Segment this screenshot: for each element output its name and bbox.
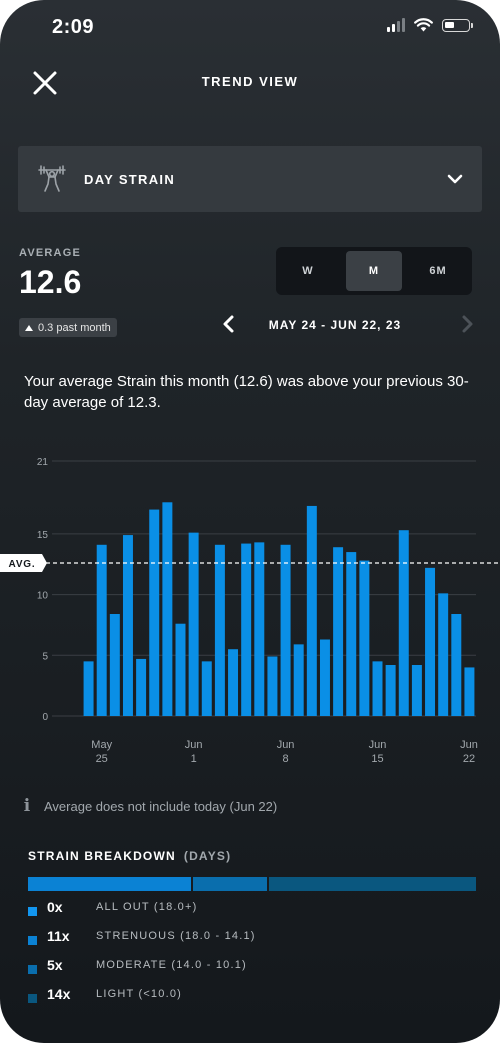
bar	[346, 552, 357, 716]
date-range: MAY 24 - JUN 22, 23	[268, 318, 402, 332]
breakdown-count: 5x	[47, 957, 63, 973]
x-tick-day: 1	[191, 753, 197, 765]
y-tick-label: 15	[37, 530, 49, 541]
breakdown-count: 11x	[47, 928, 70, 944]
average-value: 12.6	[19, 264, 82, 300]
summary-text: Your average Strain this month (12.6) wa…	[24, 373, 469, 411]
average-marker	[0, 554, 47, 572]
page-title: TREND VIEW	[201, 74, 299, 89]
bar	[451, 614, 462, 716]
x-tick-day: 25	[96, 753, 108, 765]
breakdown-bar	[28, 877, 476, 891]
x-tick-day: 22	[463, 753, 475, 765]
wifi-icon	[414, 18, 433, 32]
bar	[306, 505, 317, 716]
range-segmented-control: W M 6M	[276, 247, 472, 295]
cellular-signal-icon	[387, 18, 405, 32]
status-time: 2:09	[52, 16, 95, 38]
breakdown-title: STRAIN BREAKDOWN (DAYS)	[28, 849, 231, 863]
strain-bar-chart: 0 5 10 15 21 AVG. May 25 Jun 1 Jun 8 Jun 15 Jun 22	[0, 457, 500, 765]
bar	[438, 593, 449, 716]
legend-swatch	[28, 965, 37, 974]
breakdown-bar-segment	[192, 877, 267, 891]
bar	[333, 547, 344, 716]
bar	[214, 544, 225, 716]
bar	[385, 665, 396, 716]
chevron-down-icon	[447, 174, 463, 184]
x-tick-month: Jun	[369, 739, 387, 751]
bar	[425, 567, 436, 716]
bar	[254, 542, 265, 716]
y-tick-label: 21	[37, 457, 49, 468]
breakdown-bar-segment	[268, 877, 476, 891]
x-tick-month: Jun	[185, 739, 203, 751]
bar	[398, 530, 409, 716]
status-icons	[387, 18, 473, 32]
breakdown-row-light: 14x LIGHT (<10.0)	[28, 986, 181, 1003]
close-icon[interactable]	[30, 68, 60, 98]
breakdown-row-all-out: 0x ALL OUT (18.0+)	[28, 899, 196, 916]
bar	[241, 543, 252, 716]
chevron-left-icon[interactable]	[220, 314, 238, 334]
bar	[359, 560, 370, 716]
x-tick-day: 15	[371, 753, 383, 765]
bar	[149, 509, 160, 716]
battery-icon	[442, 18, 473, 32]
legend-swatch	[28, 907, 37, 916]
bar	[464, 667, 475, 716]
average-note: i Average does not include today (Jun 22…	[22, 796, 277, 816]
x-tick-month: Jun	[277, 739, 295, 751]
note-text: Average does not include today (Jun 22)	[44, 798, 278, 814]
info-icon: i	[23, 796, 31, 816]
bar	[372, 661, 383, 716]
breakdown-bar-segment	[28, 877, 191, 891]
x-tick-month: May	[91, 739, 112, 751]
tab-week[interactable]: W	[302, 265, 314, 277]
delta-badge: 0.3 past month	[19, 318, 117, 337]
delta-text: 0.3 past month	[38, 321, 111, 334]
bar	[188, 532, 199, 716]
bar	[122, 535, 133, 716]
bar	[280, 544, 291, 716]
breakdown-label: STRENUOUS (18.0 - 14.1)	[96, 930, 256, 942]
legend-swatch	[28, 994, 37, 1003]
breakdown-label: ALL OUT (18.0+)	[96, 901, 198, 913]
breakdown-subtitle: (DAYS)	[183, 849, 232, 863]
x-tick-month: Jun	[460, 739, 478, 751]
bar	[411, 665, 422, 716]
bar	[201, 661, 212, 716]
average-marker-label: AVG.	[9, 559, 36, 570]
y-tick-label: 10	[37, 591, 49, 602]
bar	[267, 656, 278, 716]
breakdown-count: 0x	[47, 899, 63, 915]
legend-swatch	[28, 936, 37, 945]
breakdown-heading: STRAIN BREAKDOWN	[28, 849, 176, 863]
tab-6-months[interactable]: 6M	[429, 265, 447, 277]
x-tick-day: 8	[283, 753, 289, 765]
breakdown-label: LIGHT (<10.0)	[96, 988, 183, 1000]
arrow-up-icon	[25, 324, 33, 331]
weightlifter-icon	[38, 165, 66, 192]
metric-dropdown[interactable]: DAY STRAIN	[18, 146, 482, 212]
bar	[228, 649, 239, 716]
bar	[293, 644, 304, 716]
metric-label: DAY STRAIN	[84, 172, 176, 187]
bar	[83, 661, 94, 716]
breakdown-count: 14x	[47, 986, 71, 1002]
bar	[319, 639, 330, 716]
y-tick-label: 5	[42, 651, 48, 662]
bar	[162, 502, 173, 716]
average-label: AVERAGE	[19, 247, 81, 259]
bar	[175, 623, 186, 716]
bar	[96, 544, 107, 716]
tab-month[interactable]: M	[346, 251, 402, 291]
breakdown-row-strenuous: 11x STRENUOUS (18.0 - 14.1)	[28, 928, 254, 945]
breakdown-label: MODERATE (14.0 - 10.1)	[96, 959, 247, 971]
y-tick-label: 0	[42, 712, 48, 723]
breakdown-row-moderate: 5x MODERATE (14.0 - 10.1)	[28, 957, 246, 974]
bar	[109, 614, 120, 716]
chevron-right-icon[interactable]	[458, 314, 476, 334]
bar	[136, 658, 147, 716]
